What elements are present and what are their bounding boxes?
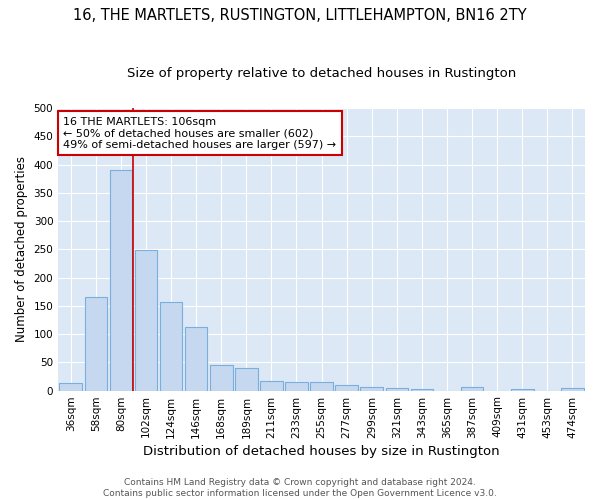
Bar [561, 388, 584, 390]
Bar [210, 365, 233, 390]
Bar [361, 387, 383, 390]
Bar [110, 170, 132, 390]
X-axis label: Distribution of detached houses by size in Rustington: Distribution of detached houses by size … [143, 444, 500, 458]
Text: 16, THE MARTLETS, RUSTINGTON, LITTLEHAMPTON, BN16 2TY: 16, THE MARTLETS, RUSTINGTON, LITTLEHAMP… [73, 8, 527, 22]
Bar [85, 298, 107, 390]
Bar [410, 389, 433, 390]
Bar [386, 388, 408, 390]
Bar [335, 386, 358, 390]
Text: Contains HM Land Registry data © Crown copyright and database right 2024.
Contai: Contains HM Land Registry data © Crown c… [103, 478, 497, 498]
Title: Size of property relative to detached houses in Rustington: Size of property relative to detached ho… [127, 68, 516, 80]
Bar [160, 302, 182, 390]
Bar [134, 250, 157, 390]
Bar [235, 368, 257, 390]
Bar [310, 382, 333, 390]
Bar [260, 381, 283, 390]
Y-axis label: Number of detached properties: Number of detached properties [15, 156, 28, 342]
Bar [285, 382, 308, 390]
Bar [461, 387, 484, 390]
Text: 16 THE MARTLETS: 106sqm
← 50% of detached houses are smaller (602)
49% of semi-d: 16 THE MARTLETS: 106sqm ← 50% of detache… [64, 116, 337, 150]
Bar [511, 389, 533, 390]
Bar [185, 326, 208, 390]
Bar [59, 383, 82, 390]
